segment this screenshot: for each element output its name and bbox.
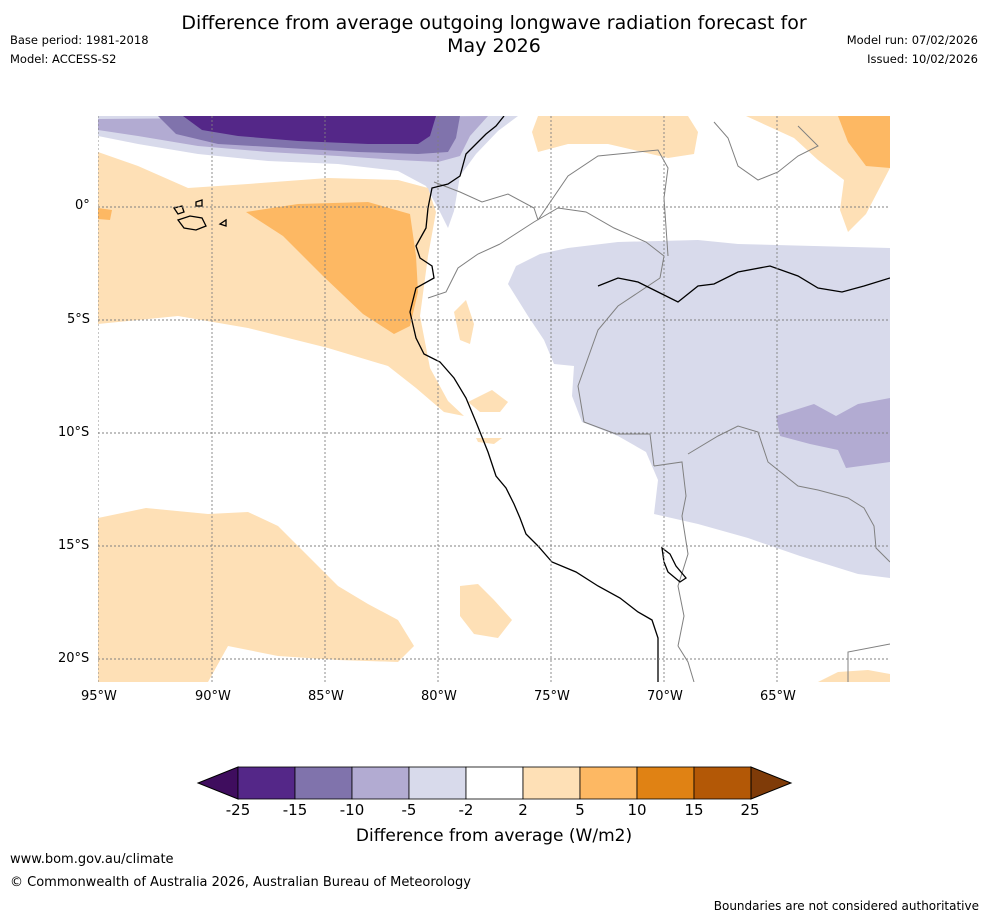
colorbar-segment	[237, 766, 296, 800]
anomaly-region-pos-light-north-1	[532, 116, 698, 158]
anomaly-region-pos-light-patch-1	[454, 300, 474, 344]
gridlines	[98, 116, 890, 682]
colorbar-segment	[294, 766, 353, 800]
chart-title-line2: May 2026	[447, 35, 541, 57]
border-venezuela-guyana	[713, 121, 819, 181]
lon-label-70w: 70°W	[647, 689, 683, 704]
coastline-caribbean	[597, 265, 890, 303]
model-name: Model: ACCESS-S2	[10, 52, 117, 66]
border-chile-argentina	[847, 643, 890, 682]
chart-title: Difference from average outgoing longwav…	[0, 12, 988, 58]
lon-label-95w: 95°W	[81, 689, 117, 704]
anomaly-region-pos-light-southeast-pacific	[98, 508, 414, 682]
colorbar-tick: -25	[225, 801, 251, 819]
lat-label-20s: 20°S	[58, 651, 90, 666]
country-borders	[427, 121, 890, 682]
anomaly-region-pos-light-southeast-corner	[818, 670, 890, 682]
base-period: Base period: 1981-2018	[10, 33, 149, 47]
colorbar-segment	[693, 766, 752, 800]
anomaly-map	[98, 116, 890, 682]
anomaly-region-pos-light-patch-2	[468, 390, 508, 412]
colorbar-tick: 25	[740, 801, 760, 819]
colorbar-title: Difference from average (W/m2)	[355, 826, 633, 846]
border-bolivia-chile	[677, 645, 695, 682]
lat-label-15s: 15°S	[58, 538, 90, 553]
anomaly-region-pos-medium-west	[98, 208, 112, 220]
island-galapagos-4	[218, 218, 227, 227]
colorbar-segment	[636, 766, 695, 800]
anomaly-region-neg-medium-amazon	[776, 398, 890, 468]
coastline-pacific	[409, 116, 659, 682]
colorbar-tick: 15	[684, 801, 704, 819]
lon-label-80w: 80°W	[421, 689, 457, 704]
issued-date: Issued: 10/02/2026	[867, 52, 978, 66]
colorbar-tick: 5	[575, 801, 585, 819]
colorbar-segment	[351, 766, 410, 800]
border-brazil-peru	[577, 277, 661, 467]
lon-label-65w: 65°W	[760, 689, 796, 704]
colorbar-segment	[465, 766, 524, 800]
border-ecuador-colombia	[433, 181, 539, 221]
colorbar-tick: 10	[627, 801, 647, 819]
border-peru-bolivia	[653, 461, 689, 647]
chart-title-line1: Difference from average outgoing longwav…	[181, 12, 807, 34]
lon-label-90w: 90°W	[195, 689, 231, 704]
coastlines	[172, 116, 890, 682]
anomaly-region-neg-light-amazon	[508, 240, 890, 578]
lat-label-0: 0°	[75, 198, 90, 213]
website-link[interactable]: www.bom.gov.au/climate	[10, 852, 174, 867]
boundary-disclaimer: Boundaries are not considered authoritat…	[713, 899, 979, 913]
lat-label-5s: 5°S	[67, 312, 91, 327]
copyright-notice: © Commonwealth of Australia 2026, Austra…	[10, 875, 471, 890]
lon-label-85w: 85°W	[308, 689, 344, 704]
colorbar-tick: -5	[401, 801, 417, 819]
border-ecuador-peru	[427, 243, 501, 299]
border-bolivia-brazil	[687, 425, 890, 563]
colorbar-arrow-high	[750, 766, 793, 800]
anomaly-region-pos-light-south-patch	[460, 584, 512, 638]
colorbar-tick: -15	[282, 801, 308, 819]
lat-label-10s: 10°S	[58, 425, 90, 440]
colorbar-tick: 2	[518, 801, 528, 819]
island-galapagos-2	[176, 215, 207, 231]
colorbar-arrow-low	[196, 766, 239, 800]
island-galapagos-3	[195, 199, 203, 207]
anomaly-region-neg-strongest	[183, 116, 436, 144]
colorbar	[196, 766, 793, 800]
anomaly-region-pos-medium-north	[838, 116, 890, 168]
lon-label-75w: 75°W	[534, 689, 570, 704]
model-run-date: Model run: 07/02/2026	[846, 33, 978, 47]
anomaly-region-pos-medium-equatorial	[246, 202, 418, 334]
island-lake-titicaca	[661, 546, 687, 583]
colorbar-segment	[522, 766, 581, 800]
colorbar-segment	[579, 766, 638, 800]
colorbar-tick: -2	[458, 801, 474, 819]
colorbar-segment	[408, 766, 467, 800]
colorbar-tick: -10	[339, 801, 365, 819]
